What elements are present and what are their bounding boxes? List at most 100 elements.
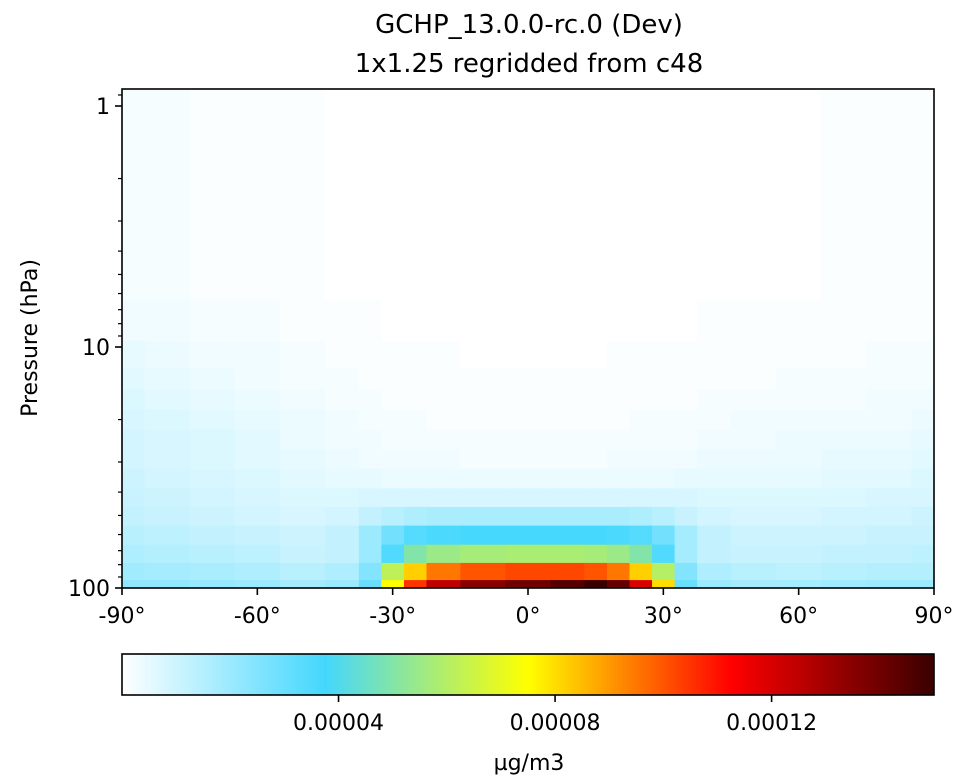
heatmap-cell [358, 506, 382, 526]
heatmap-cell [189, 299, 236, 341]
heatmap-cell [381, 367, 405, 390]
heatmap-cell [652, 468, 676, 489]
heatmap-cell [606, 448, 631, 469]
heatmap-cell [325, 579, 360, 588]
heatmap-cell [629, 524, 653, 545]
heatmap-cell [505, 89, 552, 300]
x-tick-label: 90° [915, 604, 954, 629]
heatmap-cell [144, 524, 191, 545]
heatmap-cell [606, 340, 631, 369]
heatmap-cell [821, 448, 867, 469]
heatmap-cell [731, 367, 777, 390]
heatmap-cell [189, 429, 236, 450]
heatmap-cell [584, 409, 608, 430]
heatmap-cell [234, 524, 281, 545]
heatmap-cell [144, 409, 191, 430]
heatmap-cell [144, 89, 191, 300]
heatmap-cell [122, 468, 146, 489]
heatmap-cell [606, 544, 631, 563]
heatmap-cell [674, 579, 698, 588]
heatmap-cell [550, 468, 585, 489]
heatmap-cell [584, 429, 608, 450]
heatmap-cell [189, 524, 236, 545]
heatmap-cell [584, 562, 608, 581]
heatmap-cell [505, 429, 552, 450]
heatmap-cell [606, 89, 631, 300]
colorbar-label: µg/m3 [494, 751, 565, 776]
heatmap-cell [189, 89, 236, 300]
heatmap-cell [550, 524, 585, 545]
heatmap-cell [866, 89, 913, 300]
heatmap-cell [550, 562, 585, 581]
heatmap-cell [697, 299, 732, 341]
heatmap-cell [189, 468, 236, 489]
heatmap-cell [403, 579, 428, 588]
heatmap-cell [122, 579, 146, 588]
heatmap-cell [460, 544, 507, 563]
colorbar-tick-label: 0.00012 [726, 711, 817, 736]
heatmap-cell [358, 89, 382, 300]
heatmap-cell [584, 299, 608, 341]
heatmap-cell [189, 487, 236, 507]
heatmap-cell [866, 429, 913, 450]
heatmap-cell [234, 487, 281, 507]
heatmap-cell [426, 367, 461, 390]
heatmap-cell [403, 299, 428, 341]
heatmap-cell [426, 524, 461, 545]
heatmap-cell [279, 409, 326, 430]
heatmap-cell [776, 409, 822, 430]
heatmap-cell [697, 544, 732, 563]
heatmap-cell [325, 409, 360, 430]
heatmap-cell [279, 487, 326, 507]
heatmap-cell [776, 299, 822, 341]
heatmap-cell [122, 562, 146, 581]
heatmap-cell [279, 468, 326, 489]
heatmap-cell [144, 448, 191, 469]
heatmap-cell [697, 468, 732, 489]
heatmap-cell [122, 89, 146, 300]
heatmap-cell [652, 429, 676, 450]
heatmap-cell [505, 448, 552, 469]
heatmap-cell [403, 544, 428, 563]
heatmap-cell [821, 299, 867, 341]
heatmap-cell [403, 562, 428, 581]
heatmap-cell [821, 487, 867, 507]
heatmap-cell [629, 409, 653, 430]
heatmap-cell [731, 299, 777, 341]
heatmap-cell [325, 388, 360, 411]
heatmap-cell [234, 544, 281, 563]
heatmap-cell [189, 544, 236, 563]
heatmap-cell [279, 89, 326, 300]
heatmap-cell [381, 299, 405, 341]
heatmap-cell [279, 579, 326, 588]
heatmap-cell [584, 448, 608, 469]
heatmap-cell [776, 448, 822, 469]
heatmap-cell [505, 409, 552, 430]
heatmap-cell [358, 544, 382, 563]
heatmap-cell [279, 429, 326, 450]
heatmap-cell [606, 562, 631, 581]
x-axis: -90° -60° -30° 0° 30° 60° 90° [99, 588, 954, 629]
heatmap-cell [234, 448, 281, 469]
heatmap-cell [911, 89, 934, 300]
heatmap-cell [629, 468, 653, 489]
heatmap-cell [325, 506, 360, 526]
heatmap-cell [460, 468, 507, 489]
heatmap-cell [697, 409, 732, 430]
heatmap-cell [629, 487, 653, 507]
heatmap-cell [821, 89, 867, 300]
heatmap-cell [821, 340, 867, 369]
heatmap-cell [911, 448, 934, 469]
heatmap-cell [381, 544, 405, 563]
heatmap-cell [776, 487, 822, 507]
heatmap-cell [821, 388, 867, 411]
heatmap-cell [189, 562, 236, 581]
heatmap-cell [606, 524, 631, 545]
heatmap-cell [866, 299, 913, 341]
heatmap-cell [911, 544, 934, 563]
heatmap-cell [279, 367, 326, 390]
heatmap-cell [731, 409, 777, 430]
heatmap-cell [731, 544, 777, 563]
heatmap-cell [358, 388, 382, 411]
heatmap-cell [234, 299, 281, 341]
